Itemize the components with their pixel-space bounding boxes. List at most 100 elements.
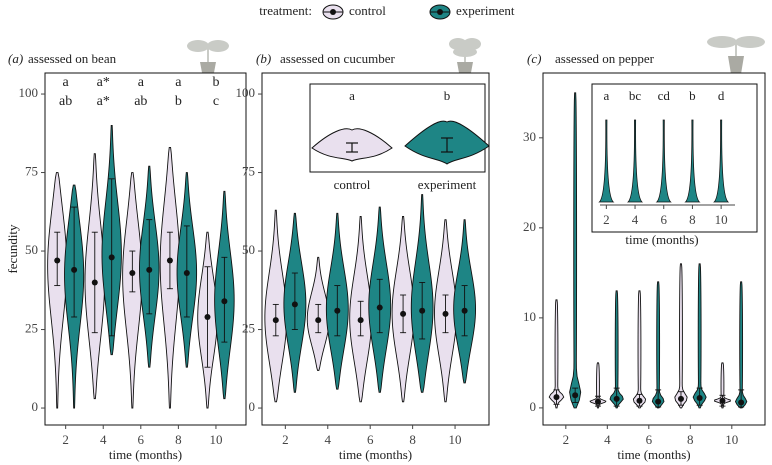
- mean-point: [738, 399, 745, 406]
- violin: [548, 299, 565, 409]
- inset-category: control: [334, 177, 371, 192]
- legend-swatch-dot: [437, 9, 443, 15]
- y-tick-label: 25: [25, 321, 38, 336]
- y-tick-label: 20: [523, 219, 536, 234]
- mean-point: [553, 394, 560, 401]
- mean-point: [334, 307, 341, 314]
- legend-label: control: [349, 3, 386, 18]
- panel-label: (a): [8, 51, 23, 66]
- plant-icon: [449, 38, 481, 78]
- significance-letter: b: [212, 75, 219, 90]
- inset-letter: d: [718, 88, 725, 103]
- significance-letter: ab: [59, 94, 72, 109]
- y-tick-label: 30: [523, 129, 536, 144]
- mean-point: [696, 394, 703, 401]
- y-tick-label: 0: [32, 399, 39, 414]
- error-bar: [71, 206, 78, 318]
- significance-letter: b: [175, 94, 182, 109]
- inset-letter: a: [349, 88, 355, 103]
- legend-title: treatment:: [259, 3, 312, 18]
- inset-violin: [598, 119, 615, 203]
- mean-point: [221, 298, 228, 305]
- inset-x-axis-title: time (months): [625, 232, 698, 247]
- violin: [589, 362, 607, 409]
- y-tick-label: 100: [236, 85, 256, 100]
- x-tick-label: 6: [138, 432, 145, 447]
- inset-error-bar: [346, 137, 453, 153]
- significance-letter: ab: [134, 94, 147, 109]
- x-axis-title: time (months): [339, 447, 412, 462]
- mean-point: [719, 397, 726, 404]
- inset-x-tick-label: 2: [603, 212, 610, 227]
- legend-label: experiment: [456, 3, 515, 18]
- mean-point: [183, 270, 190, 277]
- violin: [609, 290, 624, 409]
- x-tick-label: 8: [175, 432, 182, 447]
- plant-icon: [707, 36, 765, 74]
- significance-letter: c: [213, 94, 219, 109]
- y-tick-label: 10: [523, 309, 536, 324]
- x-tick-label: 2: [62, 432, 69, 447]
- inset-violin: [626, 119, 644, 203]
- x-tick-label: 10: [725, 432, 738, 447]
- x-axis-title: time (months): [617, 447, 690, 462]
- x-tick-label: 4: [100, 432, 107, 447]
- plant-icon: [187, 40, 229, 78]
- panel-title: assessed on bean: [28, 51, 117, 66]
- inset-c: 2 a 4 bc 6 cd 8 b 10 d: [591, 83, 758, 233]
- significance-letter: a: [138, 75, 145, 90]
- violin: [569, 92, 582, 409]
- y-tick-label: 50: [242, 242, 255, 257]
- mean-point: [129, 270, 136, 277]
- legend-swatch-dot: [330, 9, 336, 15]
- inset-x-tick-label: 10: [715, 212, 728, 227]
- inset-violin: [655, 119, 672, 203]
- mean-point: [166, 257, 173, 264]
- inset-x-tick-label: 6: [660, 212, 667, 227]
- mean-point: [442, 310, 449, 317]
- x-axis-title: time (months): [109, 447, 182, 462]
- x-tick-label: 6: [646, 432, 653, 447]
- mean-point: [204, 313, 211, 320]
- violin: [714, 362, 731, 409]
- y-axis-title: fecundity: [5, 224, 20, 274]
- y-tick-label: 75: [242, 164, 255, 179]
- inset-b: a b control experiment: [309, 83, 490, 192]
- inset-violin: [684, 119, 701, 203]
- significance-letter: a*: [97, 94, 110, 109]
- mean-point: [91, 279, 98, 286]
- violin: [692, 263, 707, 409]
- mean-point: [655, 398, 662, 405]
- mean-point: [315, 317, 322, 324]
- legend-item: experiment: [429, 3, 515, 20]
- inset-letter: a: [603, 88, 609, 103]
- x-tick-label: 10: [209, 432, 222, 447]
- mean-point: [677, 395, 684, 402]
- violin: [674, 263, 688, 409]
- error-bar: [146, 219, 153, 315]
- violin: [47, 172, 68, 409]
- mean-point: [54, 257, 61, 264]
- inset-letter: bc: [629, 88, 642, 103]
- x-tick-label: 10: [449, 432, 462, 447]
- inset-letter: b: [689, 88, 696, 103]
- panel-label: (c): [527, 51, 541, 66]
- y-tick-label: 0: [530, 399, 537, 414]
- x-tick-label: 2: [563, 432, 570, 447]
- mean-point: [108, 254, 115, 261]
- significance-letter: a: [63, 75, 70, 90]
- panel-title: assessed on pepper: [555, 51, 655, 66]
- panel-label: (b): [256, 51, 271, 66]
- y-tick-label: 0: [249, 399, 256, 414]
- mean-point: [613, 395, 620, 402]
- x-tick-label: 4: [325, 432, 332, 447]
- mean-point: [400, 310, 407, 317]
- y-tick-label: 100: [19, 85, 39, 100]
- x-tick-label: 2: [282, 432, 289, 447]
- mean-point: [357, 317, 364, 324]
- inset-x-tick-label: 8: [689, 212, 696, 227]
- y-tick-label: 25: [242, 321, 255, 336]
- mean-point: [71, 266, 78, 273]
